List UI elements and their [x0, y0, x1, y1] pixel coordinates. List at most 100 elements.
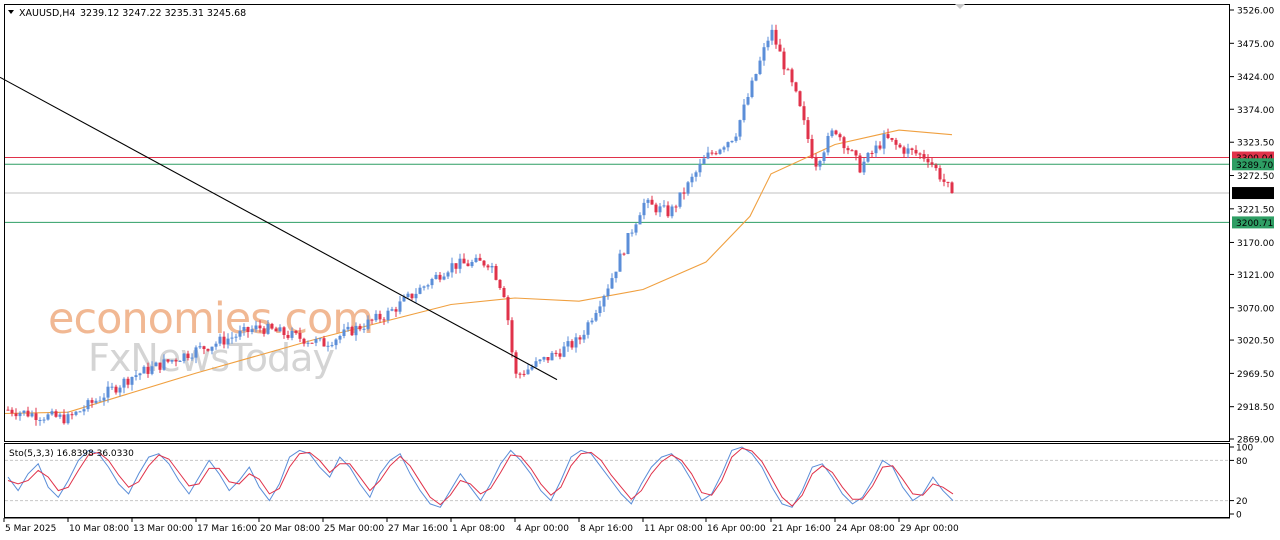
price-tick-label: 3475.00 — [1237, 40, 1274, 50]
candle-bull — [874, 145, 878, 154]
candle-bull — [822, 152, 826, 161]
candle-bear — [802, 106, 806, 121]
time-tick-label: 27 Mar 16:00 — [388, 524, 448, 534]
candle-bear — [310, 342, 314, 344]
candle-bull — [418, 287, 422, 294]
candle-bear — [502, 288, 506, 298]
time-tick-label: 1 Apr 08:00 — [452, 524, 505, 534]
candle-bull — [50, 411, 54, 415]
candle-bull — [94, 400, 98, 403]
price-tick-label: 3221.50 — [1237, 205, 1274, 215]
candle-bull — [78, 411, 82, 413]
candle-bear — [522, 373, 526, 375]
candle-bear — [926, 158, 930, 163]
candle-bear — [514, 352, 518, 374]
candles — [6, 24, 954, 426]
price-tick-label: 3323.50 — [1237, 139, 1274, 149]
candle-bull — [170, 360, 174, 362]
candle-bull — [906, 148, 910, 154]
candle-bull — [638, 215, 642, 225]
trendline[interactable] — [0, 76, 558, 381]
candle-bull — [678, 192, 682, 207]
candle-bull — [574, 337, 578, 348]
time-tick-label: 24 Apr 08:00 — [836, 524, 895, 534]
candle-bear — [578, 337, 582, 340]
candle-bear — [14, 413, 18, 417]
ohlc-values: 3239.12 3247.22 3235.31 3245.68 — [80, 8, 246, 19]
symbol-label: XAUUSD,H4 — [19, 8, 75, 19]
candle-bear — [858, 155, 862, 173]
candle-bear — [794, 82, 798, 92]
candle-bull — [610, 278, 614, 289]
candle-bull — [702, 158, 706, 164]
candle-bull — [86, 400, 90, 410]
candle-bull — [362, 328, 366, 330]
candle-bull — [818, 161, 822, 167]
candle-bull — [582, 334, 586, 340]
candle-bear — [942, 179, 946, 182]
price-tick-label: 3424.00 — [1237, 73, 1274, 83]
candle-bull — [426, 285, 430, 287]
candle-bear — [54, 411, 58, 417]
shift-marker-icon[interactable] — [955, 4, 965, 9]
candle-bull — [458, 258, 462, 269]
candle-bull — [242, 327, 246, 331]
candle-bull — [618, 253, 622, 272]
candle-bull — [658, 206, 662, 213]
candle-bull — [182, 353, 186, 361]
candle-bull — [542, 357, 546, 360]
candle-bull — [98, 400, 102, 402]
candle-bear — [950, 182, 954, 193]
candle-bull — [238, 330, 242, 337]
candle-bear — [202, 346, 206, 349]
price-tick-label: 3272.50 — [1237, 172, 1274, 182]
candle-bull — [446, 272, 450, 277]
time-tick-label: 8 Apr 16:00 — [580, 524, 633, 534]
candle-bull — [862, 161, 866, 173]
candle-bear — [918, 153, 922, 155]
candle-bear — [158, 362, 162, 370]
watermark-fxnewstoday: FxNewsToday — [88, 336, 334, 380]
stochastic-panel[interactable] — [5, 446, 1229, 508]
candle-bear — [114, 386, 118, 393]
candle-bear — [478, 257, 482, 261]
candle-bull — [366, 319, 370, 329]
candle-bear — [222, 336, 226, 345]
candle-bull — [106, 386, 110, 398]
candle-bull — [398, 301, 402, 312]
candle-bull — [586, 322, 590, 335]
price-panel-frame — [4, 4, 1230, 442]
candle-bear — [798, 91, 802, 107]
time-tick-label: 4 Apr 00:00 — [516, 524, 569, 534]
price-axis: 3526.00 3475.00 3424.00 3374.00 3323.50 3272.… — [1229, 7, 1274, 446]
candle-bull — [342, 329, 346, 336]
candle-bull — [254, 325, 258, 330]
dropdown-triangle-icon[interactable] — [8, 10, 14, 14]
stochastic-tick-label: 20 — [1236, 497, 1248, 507]
candle-bull — [142, 366, 146, 374]
candle-bull — [602, 296, 606, 307]
candle-bull — [470, 262, 474, 267]
candle-bull — [406, 293, 410, 297]
candle-bull — [30, 413, 34, 417]
candle-bear — [894, 139, 898, 145]
candle-bear — [410, 293, 414, 299]
candle-bull — [614, 271, 618, 279]
candle-bull — [566, 341, 570, 347]
price-tick-label: 3070.00 — [1237, 304, 1274, 314]
candle-bear — [482, 260, 486, 266]
candle-bull — [122, 378, 126, 388]
candle-bull — [278, 327, 282, 332]
candle-bear — [90, 400, 94, 403]
candle-bull — [830, 130, 834, 137]
candle-bull — [450, 263, 454, 273]
time-tick-label: 25 Mar 00:00 — [324, 524, 384, 534]
candle-bull — [150, 366, 154, 374]
candle-bear — [274, 328, 278, 332]
candle-bear — [382, 319, 386, 321]
price-panel[interactable] — [0, 24, 1229, 426]
candle-bull — [686, 182, 690, 194]
candle-bear — [350, 326, 354, 336]
candle-bear — [930, 162, 934, 165]
